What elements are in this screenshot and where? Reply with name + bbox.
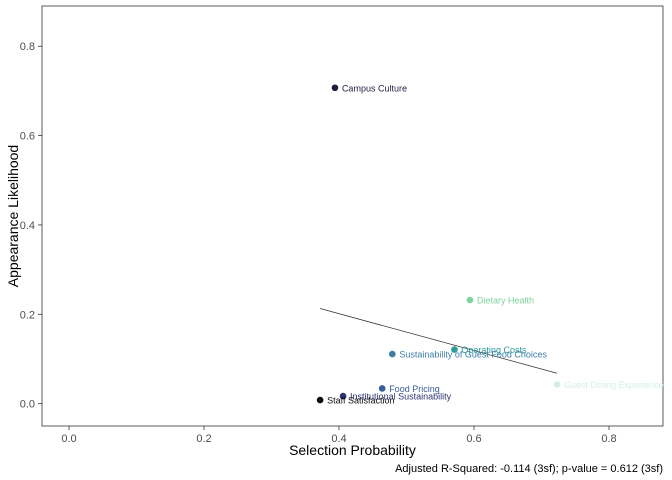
data-point bbox=[451, 346, 458, 353]
x-axis: 0.0 0.2 0.4 0.6 0.8 bbox=[61, 426, 617, 445]
data-point bbox=[389, 350, 396, 358]
data-point bbox=[339, 392, 347, 400]
point-label: Operating Costs bbox=[461, 345, 527, 355]
x-axis-title: Selection Probability bbox=[289, 442, 416, 458]
point-label: Institutional Sustainability bbox=[350, 392, 452, 402]
y-tick-label: 0.6 bbox=[20, 131, 35, 143]
plot-panel bbox=[41, 5, 664, 427]
point-label: Dietary Health bbox=[477, 296, 534, 306]
point-label: Guest Dining Experience bbox=[564, 380, 664, 390]
data-point bbox=[553, 381, 561, 388]
data-point bbox=[316, 396, 324, 404]
point-label: Food Pricing bbox=[389, 384, 440, 394]
points-group: Campus Culture Dietary Health Operating Co… bbox=[316, 83, 664, 406]
x-tick-label: 0.8 bbox=[601, 433, 616, 445]
x-tick-label: 0.2 bbox=[196, 433, 211, 445]
y-axis-title: Appearance Likelihood bbox=[5, 145, 21, 287]
data-point bbox=[331, 84, 339, 92]
x-tick-label: 0.6 bbox=[466, 433, 481, 445]
trend-line bbox=[319, 308, 558, 374]
trend-line-group bbox=[319, 308, 558, 374]
x-tick-label: 0.0 bbox=[61, 433, 76, 445]
data-point bbox=[378, 385, 386, 392]
x-tick-label: 0.4 bbox=[331, 433, 346, 445]
data-point bbox=[466, 296, 474, 304]
chart-caption: Adjusted R-Squared: -0.114 (3sf); p-valu… bbox=[395, 463, 663, 475]
y-tick-label: 0.2 bbox=[20, 309, 35, 321]
y-tick-label: 0.0 bbox=[20, 399, 35, 411]
y-tick-label: 0.4 bbox=[20, 220, 35, 232]
point-label: Staff Satisfaction bbox=[327, 396, 394, 406]
y-axis: 0.0 0.2 0.4 0.6 0.8 bbox=[20, 41, 42, 411]
point-label: Campus Culture bbox=[342, 83, 407, 93]
y-tick-label: 0.8 bbox=[20, 41, 35, 53]
point-label: Sustainability of Guest Food Choices bbox=[399, 350, 547, 360]
